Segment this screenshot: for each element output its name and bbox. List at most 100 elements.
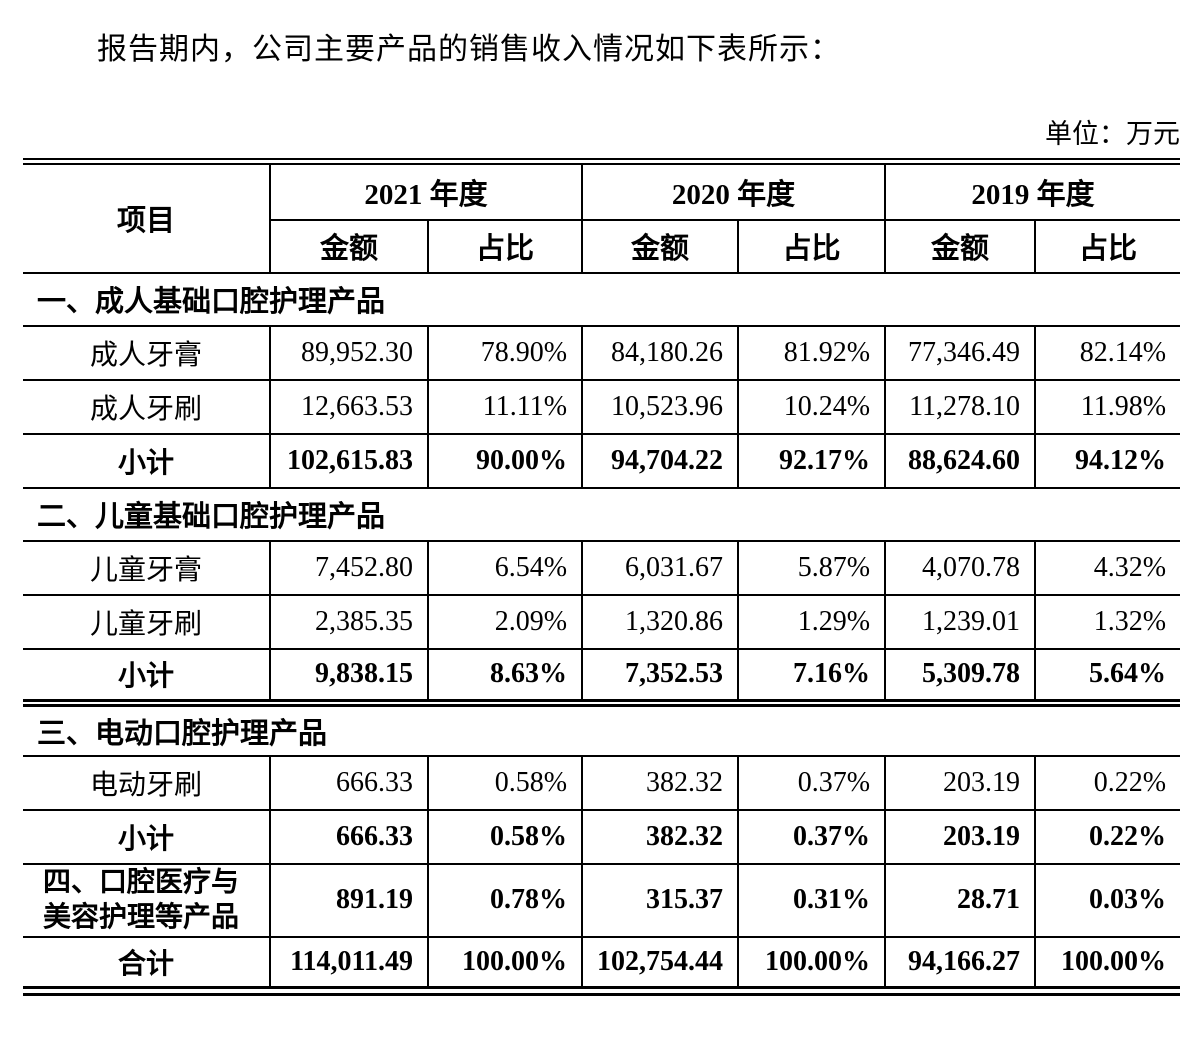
table-row: 儿童牙膏 7,452.80 6.54% 6,031.67 5.87% 4,070.78 4.… — [23, 539, 1181, 596]
cell-value: 10.24% — [737, 378, 887, 435]
year-header-2019: 2019 年度 — [884, 158, 1181, 221]
row-label: 小计 — [23, 647, 271, 707]
cell-value: 9,838.15 — [269, 647, 429, 707]
cell-value: 0.37% — [737, 754, 887, 811]
table-row: 小计 666.33 0.58% 382.32 0.37% 203.19 0.22% — [23, 808, 1181, 865]
row-label: 合计 — [23, 935, 271, 996]
year-header-2020: 2020 年度 — [581, 158, 887, 221]
cell-value: 94,704.22 — [581, 432, 740, 489]
sub-header-ratio: 占比 — [737, 218, 887, 274]
cell-value: 90.00% — [426, 432, 584, 489]
row-label: 四、口腔医疗与 美容护理等产品 — [23, 862, 271, 938]
cell-value: 100.00% — [1034, 935, 1181, 996]
section-label: 一、成人基础口腔护理产品 — [23, 271, 1181, 327]
row-label: 成人牙刷 — [23, 378, 271, 435]
sub-header-amount: 金额 — [269, 218, 429, 274]
row-label: 儿童牙膏 — [23, 539, 271, 596]
row-label: 成人牙膏 — [23, 324, 271, 381]
cell-value: 0.22% — [1034, 808, 1181, 865]
section-row: 一、成人基础口腔护理产品 — [23, 271, 1181, 327]
cell-value: 666.33 — [269, 754, 429, 811]
cell-value: 7,452.80 — [269, 539, 429, 596]
cell-value: 114,011.49 — [269, 935, 429, 996]
table-row: 电动牙刷 666.33 0.58% 382.32 0.37% 203.19 0.22% — [23, 754, 1181, 811]
cell-value: 78.90% — [426, 324, 584, 381]
cell-value: 2,385.35 — [269, 593, 429, 650]
table-row: 成人牙膏 89,952.30 78.90% 84,180.26 81.92% 77,346… — [23, 324, 1181, 381]
cell-value: 84,180.26 — [581, 324, 740, 381]
header-row-measures: 金额 占比 金额 占比 金额 占比 — [23, 218, 1181, 274]
cell-value: 0.37% — [737, 808, 887, 865]
intro-text: 报告期内，公司主要产品的销售收入情况如下表所示： — [97, 33, 841, 66]
cell-value: 102,754.44 — [581, 935, 740, 996]
cell-value: 0.78% — [426, 862, 584, 938]
row-label: 电动牙刷 — [23, 754, 271, 811]
cell-value: 12,663.53 — [269, 378, 429, 435]
table-row: 成人牙刷 12,663.53 11.11% 10,523.96 10.24% 11,278… — [23, 378, 1181, 435]
section-row: 三、电动口腔护理产品 — [23, 701, 1181, 757]
cell-value: 102,615.83 — [269, 432, 429, 489]
table-row: 合计 114,011.49 100.00% 102,754.44 100.00% 94,1… — [23, 935, 1181, 996]
cell-value: 92.17% — [737, 432, 887, 489]
cell-value: 77,346.49 — [884, 324, 1037, 381]
cell-value: 382.32 — [581, 754, 740, 811]
cell-value: 0.03% — [1034, 862, 1181, 938]
cell-value: 100.00% — [426, 935, 584, 996]
document-page: 报告期内，公司主要产品的销售收入情况如下表所示： 单位：万元 项目 2021 年… — [0, 24, 1202, 1048]
cell-value: 382.32 — [581, 808, 740, 865]
cell-value: 11.11% — [426, 378, 584, 435]
header-row-years: 项目 2021 年度 2020 年度 2019 年度 — [23, 158, 1181, 274]
section-label: 三、电动口腔护理产品 — [23, 701, 1181, 757]
table-row: 四、口腔医疗与 美容护理等产品 891.19 0.78% 315.37 0.31% 28.… — [23, 862, 1181, 938]
cell-value: 0.31% — [737, 862, 887, 938]
cell-value: 2.09% — [426, 593, 584, 650]
cell-value: 891.19 — [269, 862, 429, 938]
table-row: 小计 9,838.15 8.63% 7,352.53 7.16% 5,309.78 5.64… — [23, 647, 1181, 707]
cell-value: 94.12% — [1034, 432, 1181, 489]
cell-value: 315.37 — [581, 862, 740, 938]
cell-value: 10,523.96 — [581, 378, 740, 435]
table-row: 儿童牙刷 2,385.35 2.09% 1,320.86 1.29% 1,239.01 1.… — [23, 593, 1181, 650]
cell-value: 88,624.60 — [884, 432, 1037, 489]
row-label: 小计 — [23, 432, 271, 489]
cell-value: 100.00% — [737, 935, 887, 996]
table-body: 一、成人基础口腔护理产品 成人牙膏 89,952.30 78.90% 84,180.26… — [23, 271, 1181, 996]
cell-value: 7.16% — [737, 647, 887, 707]
table-row: 小计 102,615.83 90.00% 94,704.22 92.17% 88,624.… — [23, 432, 1181, 489]
cell-value: 6.54% — [426, 539, 584, 596]
cell-value: 203.19 — [884, 808, 1037, 865]
sales-revenue-table: 项目 2021 年度 2020 年度 2019 年度 金额 占比 金额 占比 金… — [23, 158, 1181, 996]
year-header-2021: 2021 年度 — [268, 158, 584, 221]
cell-value: 0.58% — [426, 754, 584, 811]
cell-value: 11.98% — [1034, 378, 1181, 435]
cell-value: 4,070.78 — [884, 539, 1037, 596]
cell-value: 11,278.10 — [884, 378, 1037, 435]
sub-header-ratio: 占比 — [426, 218, 584, 274]
cell-value: 1.29% — [737, 593, 887, 650]
cell-value: 5,309.78 — [884, 647, 1037, 707]
sub-header-amount: 金额 — [581, 218, 740, 274]
sub-header-amount: 金额 — [884, 218, 1037, 274]
cell-value: 4.32% — [1034, 539, 1181, 596]
col-header-item: 项目 — [23, 158, 271, 274]
cell-value: 666.33 — [269, 808, 429, 865]
cell-value: 1,239.01 — [884, 593, 1037, 650]
unit-label: 单位：万元 — [1045, 119, 1180, 149]
cell-value: 81.92% — [737, 324, 887, 381]
cell-value: 0.22% — [1034, 754, 1181, 811]
cell-value: 94,166.27 — [884, 935, 1037, 996]
cell-value: 5.87% — [737, 539, 887, 596]
cell-value: 82.14% — [1034, 324, 1181, 381]
cell-value: 6,031.67 — [581, 539, 740, 596]
cell-value: 8.63% — [426, 647, 584, 707]
row-label: 小计 — [23, 808, 271, 865]
section-row: 二、儿童基础口腔护理产品 — [23, 486, 1181, 542]
section-label: 二、儿童基础口腔护理产品 — [23, 486, 1181, 542]
cell-value: 203.19 — [884, 754, 1037, 811]
cell-value: 1,320.86 — [581, 593, 740, 650]
cell-value: 1.32% — [1034, 593, 1181, 650]
cell-value: 0.58% — [426, 808, 584, 865]
row-label: 儿童牙刷 — [23, 593, 271, 650]
cell-value: 28.71 — [884, 862, 1037, 938]
cell-value: 89,952.30 — [269, 324, 429, 381]
